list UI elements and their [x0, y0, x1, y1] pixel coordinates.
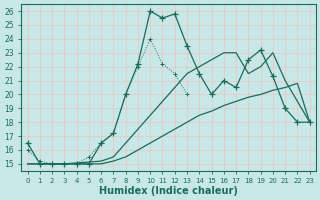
X-axis label: Humidex (Indice chaleur): Humidex (Indice chaleur) [99, 186, 238, 196]
